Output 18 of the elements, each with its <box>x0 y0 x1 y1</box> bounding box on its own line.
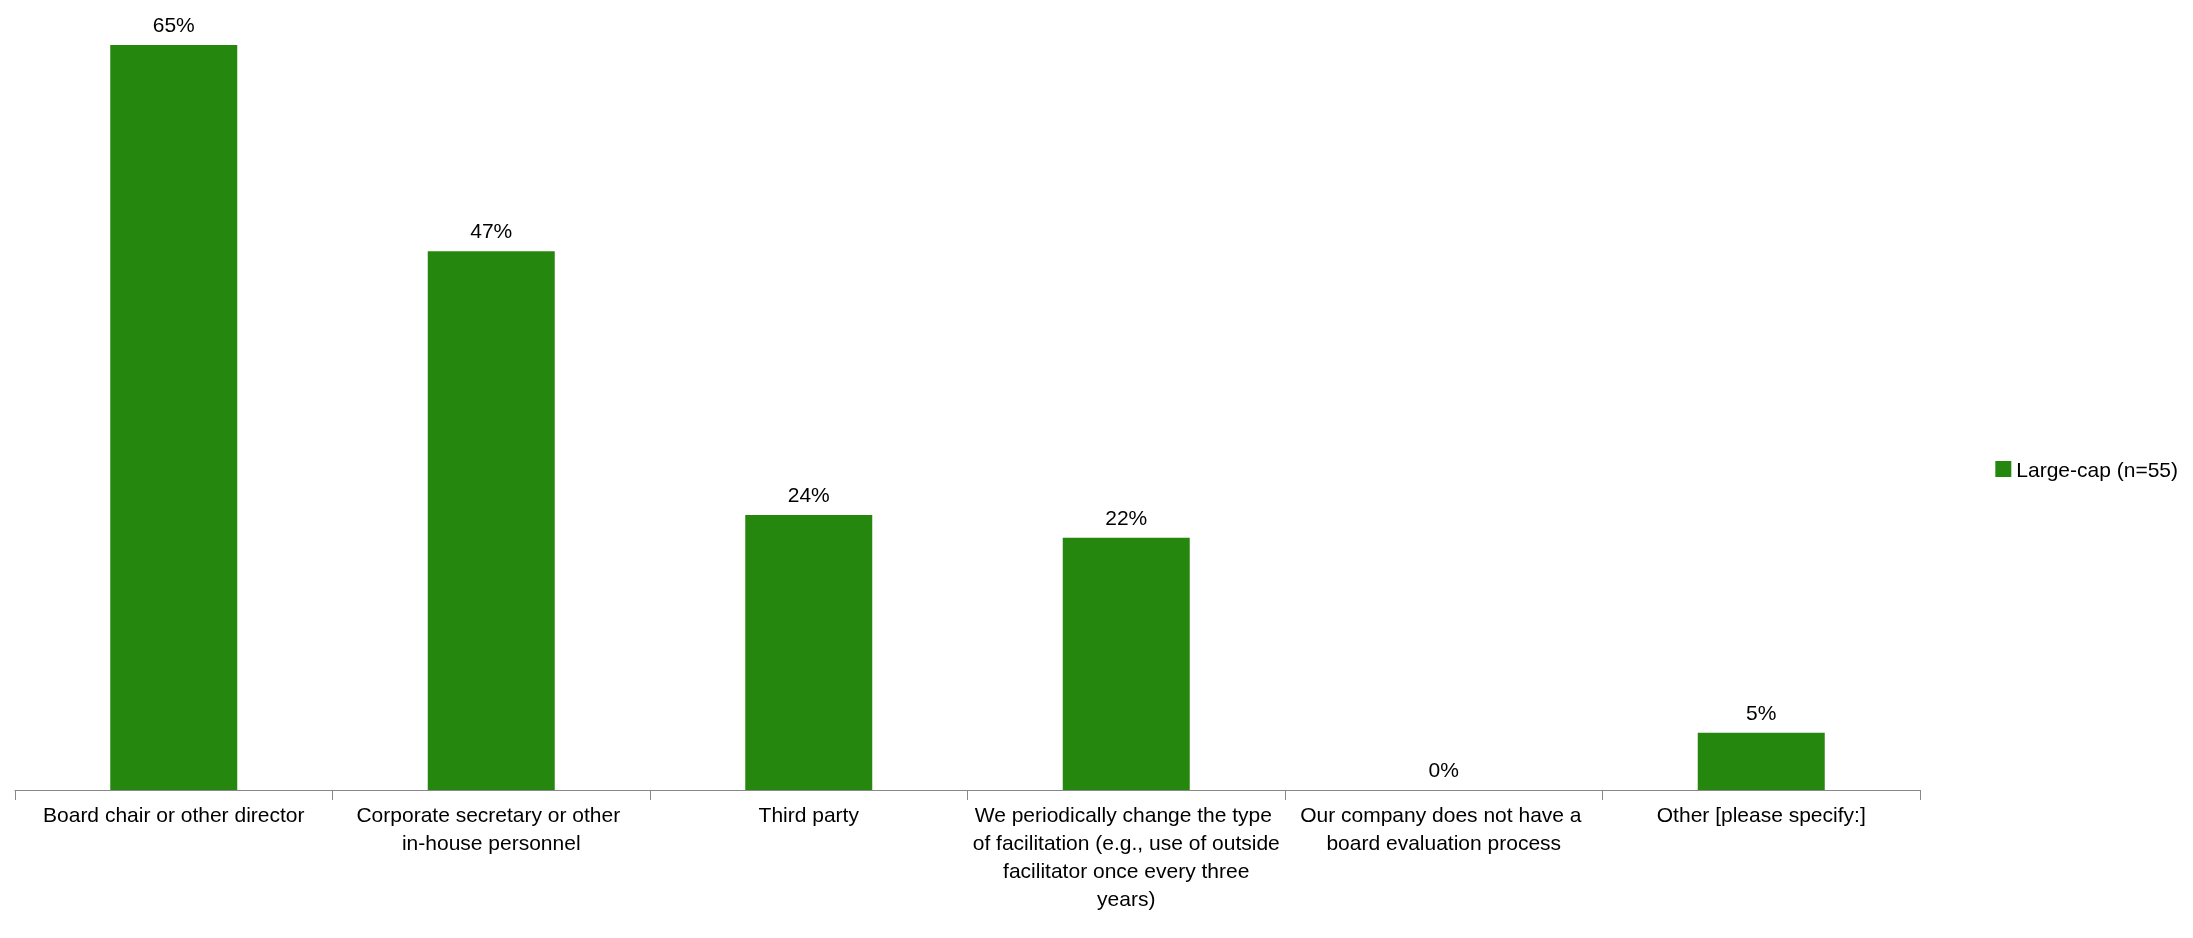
x-tick-label: Board chair or other director <box>43 802 305 826</box>
data-label: 5% <box>1746 700 1777 724</box>
bar <box>110 45 238 790</box>
data-label: 47% <box>470 219 513 243</box>
data-label: 22% <box>1105 505 1148 529</box>
x-tick-label: Corporate secretary or other in-house personnel <box>356 802 627 854</box>
x-tick-label: We periodically change the type of facilitation (e.g., use of outside facilitator once every three years) <box>972 802 1280 910</box>
bar <box>745 514 873 790</box>
bar <box>1062 537 1190 790</box>
data-label: 65% <box>152 13 195 36</box>
legend-label: Large-cap (n=55) <box>2016 457 2178 481</box>
bar <box>1697 732 1825 790</box>
x-tick-label: Third party <box>758 802 860 826</box>
x-tick-label: Other [please specify:] <box>1656 802 1866 826</box>
x-tick-label: Our company does not have a board evaluation process <box>1300 802 1588 854</box>
data-label: 0% <box>1428 758 1459 781</box>
bar <box>427 251 555 790</box>
data-label: 24% <box>787 482 830 506</box>
